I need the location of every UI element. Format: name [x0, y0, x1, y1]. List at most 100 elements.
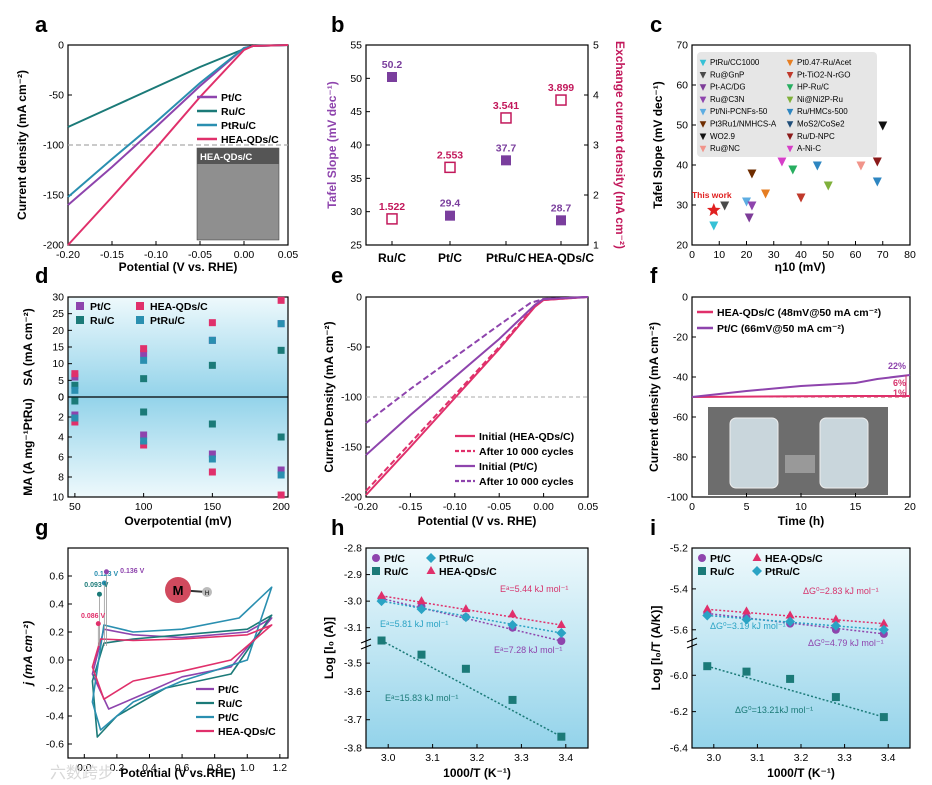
- panel-f-photo-beaker-right: [819, 417, 869, 489]
- panel-f-xtick-label: 0: [689, 501, 695, 513]
- panel-a-ytick-label: -200: [43, 240, 64, 252]
- panel-e-plot: -0.20 -0.15 -0.10 -0.05 0.00 0.05 -200 -150 -100…: [341, 292, 598, 514]
- panel-i-bottom-ytick-label: -6.4: [670, 743, 688, 755]
- panel-a-ylabel: Current density (mA cm⁻²): [15, 70, 29, 220]
- panel-c-ytick-label: 60: [676, 80, 688, 92]
- panel-b-frame: [365, 44, 589, 246]
- panel-h-top-ytick-label: -2.9: [344, 569, 362, 581]
- watermark: 六数跨步: [50, 764, 114, 782]
- panel-d-ylabel-bottom: MA (A mg⁻¹PtRu): [21, 398, 35, 495]
- panel-h-legend-marker: [372, 567, 380, 575]
- panel-e-letter: e: [331, 263, 343, 288]
- panel-h-fit-line: [381, 597, 562, 642]
- panel-h-legend-label: PtRu/C: [439, 553, 474, 565]
- panel-i-energy-label: ΔG⁰=2.83 kJ mol⁻¹: [803, 586, 879, 596]
- panel-b-tafel-label: 37.7: [496, 142, 517, 154]
- panel-a-xtick-label: -0.05: [188, 249, 212, 261]
- panel-h-bottom-ytick-label: -3.5: [344, 658, 362, 670]
- panel-e-legend-label: After 10 000 cycles: [479, 476, 574, 488]
- panel-g-xtick-label: 0.8: [207, 762, 222, 774]
- panel-c-legend-label: Ru@GnP: [710, 70, 744, 79]
- panel-h-top-ytick-label: -3.0: [344, 596, 362, 608]
- panel-i-marker: [830, 620, 841, 631]
- panel-i-fit-line: [707, 608, 884, 625]
- panel-d-sa-marker: [208, 361, 216, 369]
- panel-e-xtick-label: -0.15: [398, 501, 422, 513]
- panel-f-legend-label: HEA-QDs/C (48mV@50 mA cm⁻²): [717, 307, 881, 319]
- panel-i-axis-break: [686, 643, 698, 649]
- panel-d-xtick-label: 200: [272, 501, 290, 513]
- panel-g-peak-dot: [95, 621, 101, 627]
- panel-f-plot: 0 5 10 15 20 -100 -80 -60 -40 -20 0 HEA-QDs/C (48mV…: [667, 292, 916, 514]
- panel-i-legend-label: Ru/C: [710, 566, 735, 578]
- panel-h-frame: [365, 547, 589, 749]
- panel-i-plot: 3.0 3.1 3.2 3.3 3.4 -5.2 -5.4 -5.6 -6.0 -6.2 -6.4 P…: [670, 543, 896, 765]
- panel-c-legend-marker: [699, 84, 707, 91]
- panel-e-legend-label: After 10 000 cycles: [479, 446, 574, 458]
- panel-i-legend-label: HEA-QDs/C: [765, 553, 823, 565]
- panel-i-marker: [831, 693, 840, 702]
- panel-a-ytick-label: -50: [49, 90, 64, 102]
- panel-g-ytick-label: -0.4: [46, 711, 64, 723]
- panel-i-marker: [703, 662, 712, 671]
- panel-d-ma-marker: [140, 441, 148, 449]
- panel-e-legend-label: Initial (Pt/C): [479, 461, 537, 473]
- panel-d-ma-marker: [277, 433, 285, 441]
- panel-i-fit-line: [707, 612, 884, 635]
- panel-d-ma-ytick-label: 8: [58, 472, 64, 484]
- panel-i-marker: [741, 614, 752, 625]
- panel-d-legend-label: PtRu/C: [150, 315, 185, 327]
- panel-d-legend-label: Ru/C: [90, 315, 115, 327]
- panel-i-marker: [742, 606, 751, 615]
- panel-f-pct-label: 1%: [893, 388, 906, 398]
- panel-d-sa-ytick-label: 0: [58, 392, 64, 404]
- panel-b-plot: 2530354045505512345Ru/C50.21.522Pt/C29.4…: [350, 40, 599, 266]
- panel-b-category-label: PtRu/C: [486, 251, 526, 265]
- panel-g-plot: 0.0 0.2 0.4 0.6 0.8 1.0 1.2 -0.6 -0.4 -0.2 0.0 0.2 0…: [46, 568, 287, 774]
- panel-e-xtick-label: -0.05: [487, 501, 511, 513]
- panel-d-xtick-label: 50: [69, 501, 81, 513]
- panel-f-xtick-label: 15: [850, 501, 862, 513]
- panel-g-peak-label: 0.093 V: [84, 582, 108, 589]
- panel-f-xlabel: Time (h): [778, 514, 824, 528]
- panel-d-ma-ytick-label: 6: [58, 452, 64, 464]
- panel-c-xtick-label: 20: [741, 249, 753, 261]
- panel-f-series-line: [691, 374, 911, 398]
- panel-d-sa-ytick-label: 15: [52, 342, 64, 354]
- panel-g-cv-loop: [91, 586, 273, 731]
- panel-c-ytick-label: 20: [676, 240, 688, 252]
- panel-b-tafel-marker: [387, 72, 397, 82]
- panel-h-fit-line: [381, 600, 562, 634]
- panel-h-marker: [461, 664, 470, 673]
- panel-c-legend-label: MoS2/CoSe2: [797, 120, 845, 129]
- panel-d-ma-marker: [140, 437, 148, 445]
- panel-d-sa-ytick-label: 25: [52, 308, 64, 320]
- panel-d-sa-marker: [71, 381, 79, 389]
- panel-c-legend-label: Pt3Ru1/NMHCS-A: [710, 120, 777, 129]
- panel-h-top-ytick-label: -3.1: [344, 622, 362, 634]
- panel-e-xtick-label: -0.10: [443, 501, 467, 513]
- panel-g-ytick-label: 0.0: [49, 655, 64, 667]
- panel-h-legend-marker: [426, 553, 436, 563]
- panel-c-legend-label: HP-Ru/C: [797, 83, 829, 92]
- panel-i-energy-label: ΔG⁰=3.19 kJ mol⁻¹: [710, 621, 786, 631]
- panel-c-this-work-label: This work: [692, 190, 732, 200]
- panel-c-legend-marker: [786, 133, 794, 141]
- panel-e-xtick-label: 0.00: [533, 501, 554, 513]
- panel-g-ytick-label: 0.6: [49, 571, 64, 583]
- panel-d-ma-ytick-label: 2: [58, 412, 64, 424]
- panel-i-marker: [785, 616, 796, 627]
- panel-b: 2530354045505512345Ru/C50.21.522Pt/C29.4…: [325, 12, 627, 265]
- panel-d-sa-marker: [208, 319, 216, 327]
- panel-h-xtick-label: 3.4: [558, 752, 573, 764]
- panel-b-letter: b: [331, 12, 344, 37]
- panel-c-legend-marker: [699, 133, 707, 141]
- panel-b-ytick-label: 25: [350, 240, 362, 252]
- panel-c-ytick-label: 70: [676, 40, 688, 52]
- panel-f-ytick-label: -100: [667, 492, 688, 504]
- panel-d-sa-ytick-label: 10: [52, 358, 64, 370]
- panel-a-inset-label: HEA-QDs/C: [200, 152, 252, 163]
- panel-c-legend-marker: [699, 121, 707, 128]
